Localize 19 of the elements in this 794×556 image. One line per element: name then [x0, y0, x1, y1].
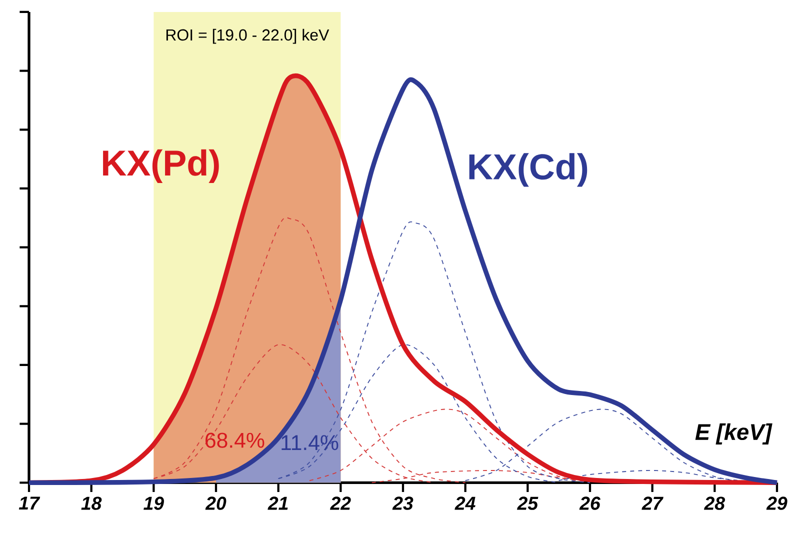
x-tick-label: 21: [268, 496, 288, 510]
x-tick-label: 19: [144, 496, 164, 510]
x-tick-label: 23: [392, 496, 414, 510]
x-tick-label: 28: [704, 496, 726, 510]
x-tick-label: 29: [766, 496, 788, 510]
series-label: KX(Pd): [103, 149, 219, 183]
x-tick-label: 24: [454, 496, 476, 510]
x-tick-label: 25: [516, 496, 538, 510]
x-tick-label: 18: [81, 496, 102, 510]
x-tick-label: 26: [579, 496, 600, 510]
band-label: ROI = [19.0 - 22.0] keV: [166, 28, 330, 44]
x-tick-label: 17: [18, 496, 40, 510]
annotation: 68.4%: [206, 432, 264, 448]
x-tick-label: 27: [642, 496, 664, 510]
x-tick-label: 22: [330, 496, 351, 510]
series-label: KX(Cd): [469, 153, 588, 187]
x-axis-title: E [keV]: [695, 423, 772, 445]
annotation: 11.4%: [282, 435, 338, 450]
x-tick-label: 20: [205, 496, 226, 510]
